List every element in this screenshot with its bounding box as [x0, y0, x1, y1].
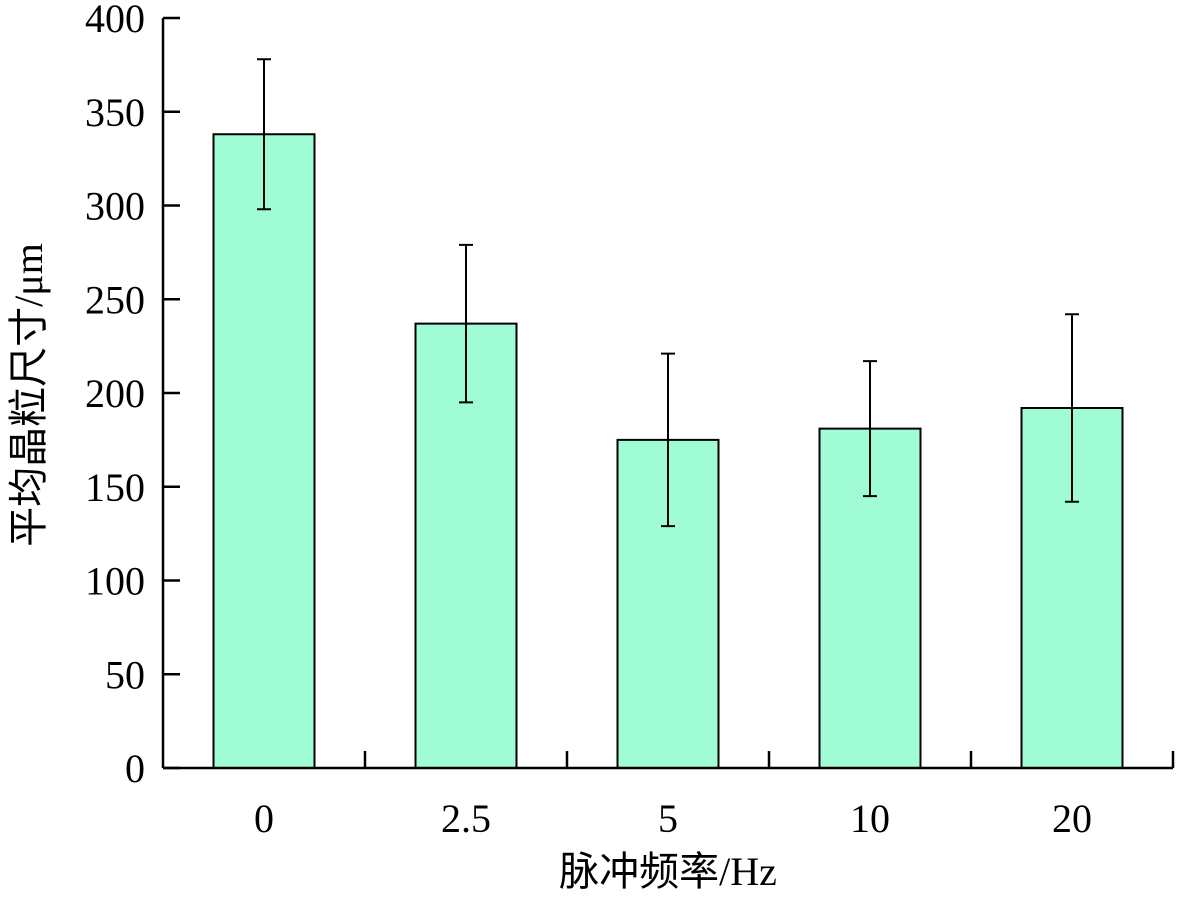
- x-tick-label: 0: [254, 796, 274, 841]
- x-tick-label: 10: [850, 796, 890, 841]
- y-axis-title: 平均晶粒尺寸/μm: [6, 243, 51, 547]
- error-bar: [661, 352, 675, 528]
- y-tick-label: 400: [85, 0, 145, 41]
- bar: [212, 133, 316, 769]
- y-tick-label: 200: [85, 371, 145, 416]
- x-tick-label: 20: [1052, 796, 1092, 841]
- x-tick-label: 2.5: [441, 796, 491, 841]
- error-bar: [459, 243, 473, 404]
- y-tick-label: 100: [85, 559, 145, 604]
- x-axis-title: 脉冲频率/Hz: [559, 849, 777, 894]
- y-tick-label: 350: [85, 90, 145, 135]
- x-tick-label: 5: [658, 796, 678, 841]
- y-tick-label: 250: [85, 277, 145, 322]
- error-bar: [863, 360, 877, 498]
- error-bar: [257, 58, 271, 211]
- y-tick-label: 300: [85, 184, 145, 229]
- y-tick-label: 0: [125, 746, 145, 791]
- y-tick-label: 150: [85, 465, 145, 510]
- error-bar: [1065, 313, 1079, 503]
- y-tick-label: 50: [105, 652, 145, 697]
